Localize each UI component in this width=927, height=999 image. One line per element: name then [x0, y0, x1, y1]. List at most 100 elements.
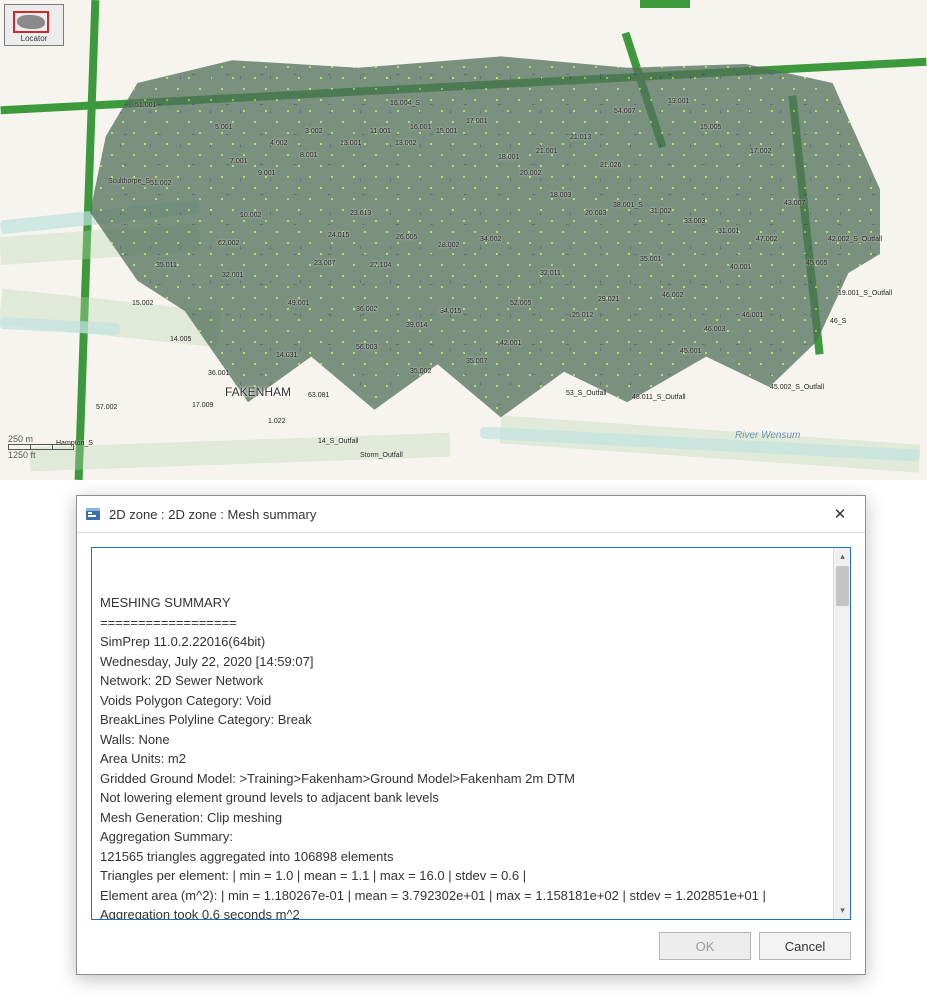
node-label: 35.002 [410, 368, 431, 375]
node-label: Storm_Outfall [360, 452, 403, 459]
node-label: 14.005 [170, 336, 191, 343]
node-label: 39.014 [406, 322, 427, 329]
node-label: 46_S [830, 318, 846, 325]
scale-bar: 250 m 1250 ft [8, 434, 74, 460]
node-label: 17.001 [466, 118, 487, 125]
node-label: 42.002_S_Outfall [828, 236, 882, 243]
node-label: 25.012 [572, 312, 593, 319]
scrollbar[interactable]: ▴ ▾ [833, 548, 850, 919]
node-label: 45.002_S_Outfall [770, 384, 824, 391]
node-label: 11.001 [370, 128, 391, 135]
node-label: 49.001 [288, 300, 309, 307]
node-label: 46.002 [662, 292, 683, 299]
scroll-down-icon[interactable]: ▾ [834, 902, 851, 919]
node-label: 24.015 [328, 232, 349, 239]
node-label: 8.001 [300, 152, 318, 159]
node-label: 34.002 [480, 236, 501, 243]
node-label: 36.001 [208, 370, 229, 377]
summary-content: MESHING SUMMARY ================== SimPr… [100, 593, 842, 920]
node-label: 29.021 [598, 296, 619, 303]
node-label: 48.011_S_Outfall [632, 394, 686, 401]
ok-button: OK [659, 932, 751, 960]
node-label: 35.007 [466, 358, 487, 365]
node-label: 9.001 [258, 170, 276, 177]
node-label: 51.002 [150, 180, 171, 187]
node-label: 19.001_S_Outfall [838, 290, 892, 297]
node-label: 15.002 [132, 300, 153, 307]
node-label: 23.613 [350, 210, 371, 217]
scale-left-label: 250 m [8, 434, 33, 444]
river-label: River Wensum [735, 430, 800, 441]
close-icon: ✕ [834, 505, 847, 523]
node-label: 21.026 [600, 162, 621, 169]
node-label: 31.002 [650, 208, 671, 215]
node-label: 38.001_S [613, 202, 643, 209]
locator-extent-icon [13, 11, 49, 33]
node-label: 18.003 [550, 192, 571, 199]
node-label: 21.001 [536, 148, 557, 155]
node-label: Sculthorpe_S [108, 178, 150, 185]
node-label: 20.003 [585, 210, 606, 217]
node-label: 46.003 [704, 326, 725, 333]
node-label: 36.002 [356, 306, 377, 313]
node-label: 16.001 [410, 124, 431, 131]
node-label: 45.001 [680, 348, 701, 355]
node-label: 35.001 [640, 256, 661, 263]
map-canvas[interactable]: 51.00251.0015.0014.0027.0019.0018.0013.0… [0, 0, 927, 480]
node-label: 20.002 [520, 170, 541, 177]
node-label: 4.002 [270, 140, 288, 147]
node-label: 7.001 [230, 158, 248, 165]
mesh-fill [90, 45, 880, 425]
node-label: 13.001 [340, 140, 361, 147]
node-label: 56.003 [356, 344, 377, 351]
node-label: 21.013 [570, 134, 591, 141]
node-label: 19.001 [668, 98, 689, 105]
mesh-zone-overlay [90, 45, 880, 425]
locator-label: Locator [21, 34, 48, 43]
node-label: 1.022 [268, 418, 286, 425]
major-road [640, 0, 690, 8]
node-label: 15.005 [700, 124, 721, 131]
dialog-button-row: OK Cancel [77, 920, 865, 974]
node-label: 28.002 [438, 242, 459, 249]
node-label: 14.031 [276, 352, 297, 359]
node-label: 3.002 [305, 128, 323, 135]
node-label: 17.009 [192, 402, 213, 409]
node-label: 23.007 [314, 260, 335, 267]
mesh-summary-dialog: 2D zone : 2D zone : Mesh summary ✕ MESHI… [76, 495, 866, 975]
node-label: 43.007 [784, 200, 805, 207]
node-label: 63.081 [308, 392, 329, 399]
node-label: 62.002 [218, 240, 239, 247]
node-label: 32.001 [222, 272, 243, 279]
scale-right-label: 1250 ft [8, 450, 36, 460]
node-label: 35.011 [156, 262, 177, 269]
ok-label: OK [696, 939, 715, 954]
node-label: 17.002 [750, 148, 771, 155]
node-label: 10.002 [240, 212, 261, 219]
node-label: 32.011 [540, 270, 561, 277]
close-button[interactable]: ✕ [823, 502, 857, 526]
scroll-thumb[interactable] [836, 566, 849, 606]
node-label: 54.007 [614, 108, 635, 115]
node-label: 52.005 [510, 300, 531, 307]
node-label: 16.004_S [390, 100, 420, 107]
cancel-label: Cancel [785, 939, 825, 954]
node-label: 31.001 [718, 228, 739, 235]
locator-panel[interactable]: Locator [4, 4, 64, 46]
node-label: 33.003 [684, 218, 705, 225]
node-label: 47.002 [756, 236, 777, 243]
node-label: 34.015 [440, 308, 461, 315]
node-label: 45.005 [806, 260, 827, 267]
node-label: 27.104 [370, 262, 391, 269]
node-label: 40.001 [730, 264, 751, 271]
node-label: 26.005 [396, 234, 417, 241]
app-icon [85, 506, 101, 522]
dialog-body: MESHING SUMMARY ================== SimPr… [77, 533, 865, 920]
summary-textbox[interactable]: MESHING SUMMARY ================== SimPr… [91, 547, 851, 920]
node-label: 53_S_Outfall [566, 390, 606, 397]
cancel-button[interactable]: Cancel [759, 932, 851, 960]
node-label: 46.001 [742, 312, 763, 319]
scroll-up-icon[interactable]: ▴ [834, 548, 851, 565]
mesh-network-lines [90, 45, 880, 425]
dialog-titlebar[interactable]: 2D zone : 2D zone : Mesh summary ✕ [77, 496, 865, 533]
